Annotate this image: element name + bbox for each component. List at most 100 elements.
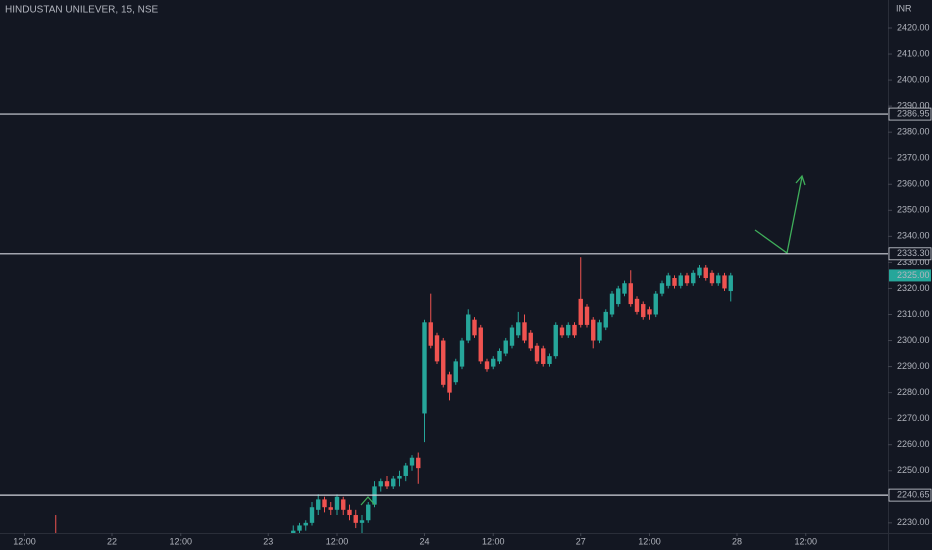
candle-body: [603, 311, 608, 328]
candle-body: [572, 324, 577, 336]
candle-body: [472, 319, 477, 336]
candle-body: [578, 298, 583, 325]
y-tick-label: 2390.00: [897, 101, 930, 111]
x-tick-label: 27: [576, 536, 586, 546]
candle-body: [522, 322, 527, 341]
x-tick-label: 12:00: [638, 536, 661, 546]
y-tick-label: 2250.00: [897, 465, 930, 475]
y-tick-label: 2370.00: [897, 153, 930, 163]
candle-body: [497, 350, 502, 362]
level-label: 2333.30: [897, 248, 930, 258]
y-tick-label: 2340.00: [897, 231, 930, 241]
candle-body: [503, 340, 508, 354]
candle-body: [591, 319, 596, 341]
candle-body: [441, 340, 446, 385]
candle-body: [666, 275, 671, 286]
candle-body: [491, 358, 496, 367]
candle-body: [347, 509, 352, 516]
candle-body: [459, 340, 465, 367]
candle-body: [566, 324, 571, 336]
candle-body: [534, 345, 540, 362]
y-tick-label: 2300.00: [897, 335, 930, 345]
arrow-drawing-small: [360, 496, 376, 506]
candle-body: [297, 525, 302, 531]
candle-body: [678, 275, 683, 286]
candle-body: [547, 356, 552, 364]
candle-body: [422, 322, 427, 414]
candle-body: [597, 322, 602, 341]
x-tick-label: 12:00: [13, 536, 36, 546]
candle-body: [616, 288, 621, 305]
axes: 2230.002240.002250.002260.002270.002280.…: [13, 22, 929, 546]
chart-title: HINDUSTAN UNILEVER, 15, NSE: [5, 5, 159, 16]
candle-body: [484, 361, 490, 370]
candle-body: [322, 499, 327, 508]
plot-area: [55, 257, 733, 533]
candle-body: [684, 275, 690, 284]
candle-body: [516, 322, 521, 336]
candle-body: [703, 267, 708, 279]
y-tick-label: 2400.00: [897, 74, 930, 84]
level-label-box: [888, 107, 932, 121]
candle-body: [509, 327, 515, 346]
candle-body: [334, 496, 340, 510]
candle-body: [316, 499, 321, 510]
candle-body: [559, 327, 565, 336]
candle-body: [466, 314, 471, 341]
x-tick-label: 22: [107, 536, 117, 546]
y-tick-label: 2420.00: [897, 22, 930, 32]
x-tick-label: 23: [263, 536, 273, 546]
y-tick-label: 2360.00: [897, 179, 930, 189]
x-tick-label: 12:00: [169, 536, 192, 546]
level-label: 2240.65: [897, 489, 930, 499]
y-tick-label: 2260.00: [897, 439, 930, 449]
candle-body: [303, 522, 308, 526]
candle-body: [528, 332, 533, 349]
candle-body: [366, 504, 371, 521]
candle-body: [709, 272, 715, 284]
candle-body: [722, 275, 727, 289]
candle-body: [647, 309, 652, 315]
candle-body: [622, 283, 627, 294]
y-tick-label: 2280.00: [897, 387, 930, 397]
candle-body: [653, 293, 658, 315]
candle-body: [353, 515, 358, 523]
y-tick-label: 2410.00: [897, 48, 930, 58]
candle-body: [341, 499, 346, 510]
candle-body: [584, 306, 590, 325]
x-tick-label: 24: [419, 536, 429, 546]
last-price-box: [889, 269, 931, 282]
candle-body: [391, 478, 396, 487]
y-tick-label: 2350.00: [897, 205, 930, 215]
candle-body: [609, 293, 615, 315]
y-unit: INR: [896, 3, 912, 13]
candle-body: [478, 327, 483, 362]
x-tick-label: 28: [732, 536, 742, 546]
y-tick-label: 2290.00: [897, 361, 930, 371]
y-tick-label: 2320.00: [897, 283, 930, 293]
candle-body: [291, 530, 296, 533]
candle-body: [716, 275, 721, 284]
level-label-box: [888, 488, 932, 502]
y-tick-label: 2310.00: [897, 309, 930, 319]
y-tick-label: 2270.00: [897, 413, 930, 423]
candle-body: [628, 283, 633, 305]
candle-body: [328, 507, 333, 510]
x-tick-label: 12:00: [794, 536, 817, 546]
candle-body: [378, 481, 383, 487]
candle-body: [397, 475, 402, 479]
candle-body: [359, 520, 365, 523]
candle-body: [728, 275, 733, 292]
y-tick-label: 2330.00: [897, 257, 930, 267]
candle-body: [409, 457, 415, 466]
candle-body: [659, 283, 665, 294]
x-tick-label: 12:00: [482, 536, 505, 546]
candle-body: [416, 457, 421, 469]
candle-body: [384, 481, 390, 487]
level-label-box: [888, 247, 932, 261]
candle-body: [634, 298, 640, 312]
candle-body: [434, 335, 440, 362]
arrow-head: [795, 174, 806, 186]
